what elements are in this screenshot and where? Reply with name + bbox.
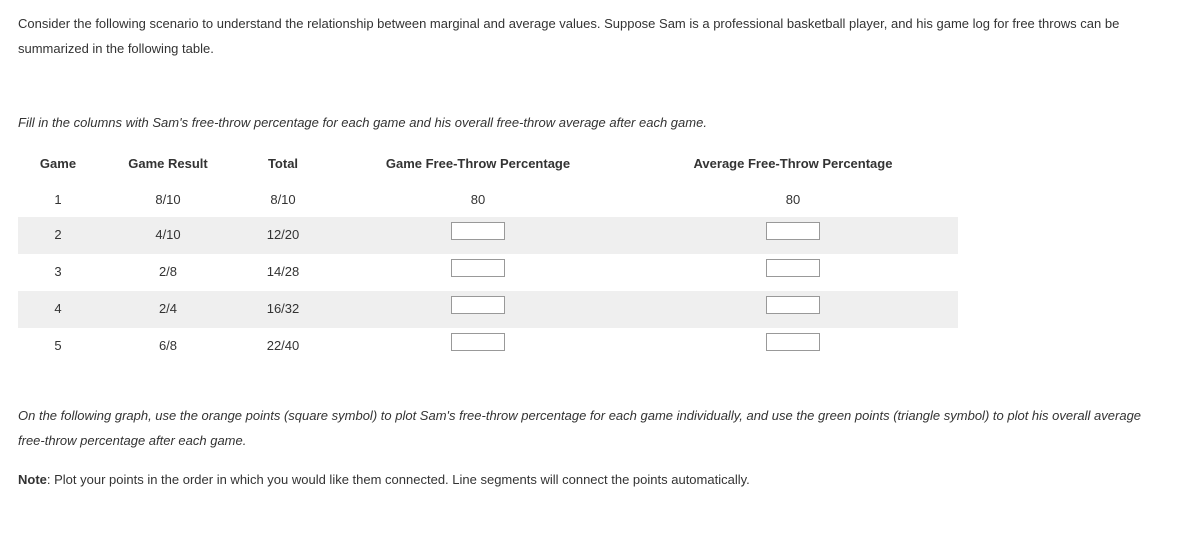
table-row: 2 4/10 12/20: [18, 217, 958, 254]
avg-pct-input[interactable]: [766, 296, 820, 314]
cell-total: 12/20: [238, 217, 328, 254]
cell-result: 8/10: [98, 183, 238, 218]
cell-game: 4: [18, 291, 98, 328]
cell-game: 1: [18, 183, 98, 218]
avg-pct-input[interactable]: [766, 222, 820, 240]
header-game-pct: Game Free-Throw Percentage: [328, 146, 628, 183]
game-pct-input[interactable]: [451, 296, 505, 314]
fill-instruction-text: Fill in the columns with Sam's free-thro…: [18, 115, 707, 130]
table-row: 1 8/10 8/10 80 80: [18, 183, 958, 218]
cell-game-pct: [328, 291, 628, 328]
cell-game-pct: [328, 254, 628, 291]
table-row: 3 2/8 14/28: [18, 254, 958, 291]
cell-result: 4/10: [98, 217, 238, 254]
cell-avg-pct: 80: [628, 183, 958, 218]
header-result: Game Result: [98, 146, 238, 183]
cell-total: 22/40: [238, 328, 328, 365]
header-avg-pct: Average Free-Throw Percentage: [628, 146, 958, 183]
cell-game-pct: [328, 328, 628, 365]
table-header-row: Game Game Result Total Game Free-Throw P…: [18, 146, 958, 183]
cell-total: 14/28: [238, 254, 328, 291]
cell-game-pct: 80: [328, 183, 628, 218]
cell-avg-pct: [628, 291, 958, 328]
cell-result: 6/8: [98, 328, 238, 365]
note-text: : Plot your points in the order in which…: [47, 472, 750, 487]
cell-avg-pct: [628, 217, 958, 254]
game-pct-input[interactable]: [451, 222, 505, 240]
table-body: 1 8/10 8/10 80 80 2 4/10 12/20 3 2/8 14/…: [18, 183, 958, 364]
note-label: Note: [18, 472, 47, 487]
header-total: Total: [238, 146, 328, 183]
game-pct-input[interactable]: [451, 333, 505, 351]
graph-instruction-text: On the following graph, use the orange p…: [18, 408, 1141, 448]
cell-avg-pct: [628, 328, 958, 365]
note-line: Note: Plot your points in the order in w…: [18, 468, 1165, 493]
cell-total: 8/10: [238, 183, 328, 218]
table-row: 4 2/4 16/32: [18, 291, 958, 328]
avg-pct-input[interactable]: [766, 333, 820, 351]
header-game: Game: [18, 146, 98, 183]
cell-game: 5: [18, 328, 98, 365]
cell-avg-pct: [628, 254, 958, 291]
cell-game: 2: [18, 217, 98, 254]
table-row: 5 6/8 22/40: [18, 328, 958, 365]
avg-pct-input[interactable]: [766, 259, 820, 277]
fill-instruction: Fill in the columns with Sam's free-thro…: [18, 111, 1165, 136]
cell-game-pct: [328, 217, 628, 254]
question-page: Consider the following scenario to under…: [0, 0, 1183, 512]
cell-result: 2/4: [98, 291, 238, 328]
cell-game: 3: [18, 254, 98, 291]
intro-paragraph: Consider the following scenario to under…: [18, 12, 1165, 61]
intro-text: Consider the following scenario to under…: [18, 16, 1119, 56]
game-pct-input[interactable]: [451, 259, 505, 277]
free-throw-table: Game Game Result Total Game Free-Throw P…: [18, 146, 958, 364]
cell-result: 2/8: [98, 254, 238, 291]
cell-total: 16/32: [238, 291, 328, 328]
graph-instruction: On the following graph, use the orange p…: [18, 404, 1165, 453]
